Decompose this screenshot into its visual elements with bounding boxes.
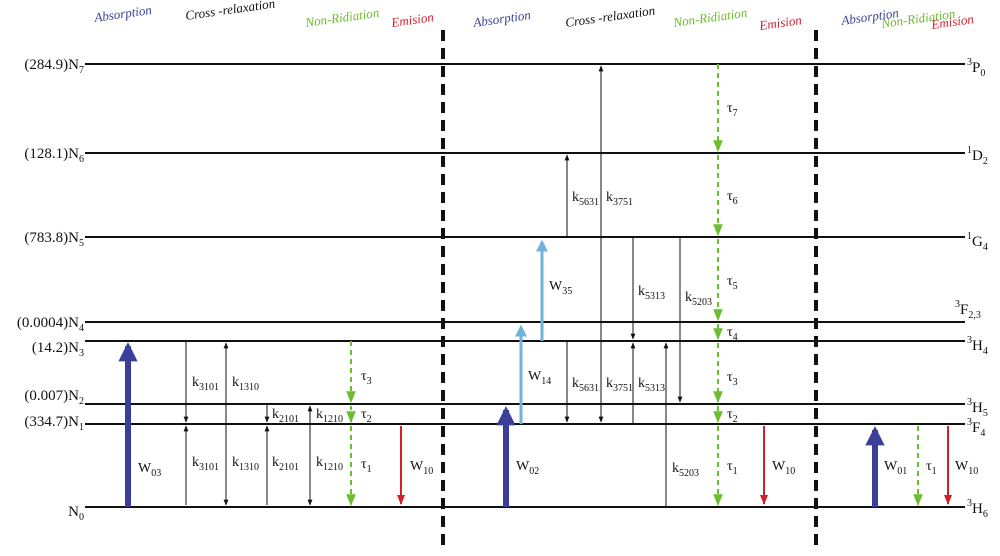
left-label-n4: (0.0004)N4 bbox=[17, 315, 84, 334]
left-level-labels: (284.9)N7 (128.1)N6 (783.8)N5 (0.0004)N4… bbox=[17, 57, 84, 523]
right-label-3h5: 3H5 bbox=[967, 397, 988, 419]
header-absorption-1: Absorption bbox=[92, 2, 152, 25]
label-w01: W01 bbox=[884, 459, 907, 477]
left-label-n2: (0.007)N2 bbox=[24, 388, 84, 407]
right-label-3p0: 3P0 bbox=[967, 57, 985, 79]
left-label-n0: N0 bbox=[68, 504, 84, 523]
label-tau3-p2: τ3 bbox=[727, 370, 738, 388]
label-k5631-lower: k5631 bbox=[572, 376, 599, 394]
left-label-n6: (128.1)N6 bbox=[24, 146, 84, 165]
headers: Absorption Cross -relaxation Non-Ridiati… bbox=[92, 0, 974, 33]
label-w10-p3: W10 bbox=[955, 459, 978, 477]
header-cross-1: Cross -relaxation bbox=[184, 0, 276, 23]
header-nonrad-2: Non-Ridiation bbox=[671, 5, 748, 30]
label-tau1-p2: τ1 bbox=[727, 459, 738, 477]
header-emission-1: Emision bbox=[389, 9, 434, 30]
label-tau5-p2: τ5 bbox=[727, 274, 738, 292]
right-level-labels: 3P0 1D2 1G4 3F2,3 3H4 3H5 3F4 3H6 bbox=[955, 57, 988, 520]
right-label-3h6: 3H6 bbox=[967, 498, 988, 520]
label-tau2-p2: τ2 bbox=[727, 407, 738, 425]
panel-separators bbox=[441, 30, 818, 552]
label-tau1-p3: τ1 bbox=[926, 459, 937, 477]
label-tau4-p2: τ4 bbox=[727, 325, 738, 343]
header-absorption-2: Absorption bbox=[471, 7, 531, 30]
left-label-n3: (14.2)N3 bbox=[32, 340, 84, 359]
label-tau7-p2: τ7 bbox=[727, 101, 738, 119]
right-label-3h4: 3H4 bbox=[967, 335, 988, 357]
label-k3751-upper: k3751 bbox=[606, 190, 633, 208]
label-tau1-p1: τ1 bbox=[361, 457, 372, 475]
label-k5313-lower: k5313 bbox=[638, 376, 665, 394]
label-k5313-upper: k5313 bbox=[638, 284, 665, 302]
right-label-1g4: 1G4 bbox=[967, 231, 988, 253]
label-k1210-lower: k1210 bbox=[316, 455, 343, 473]
label-w35: W35 bbox=[549, 279, 572, 297]
header-nonrad-1: Non-Ridiation bbox=[303, 5, 380, 30]
label-k2101-upper: k2101 bbox=[272, 407, 299, 425]
label-k5203-upper: k5203 bbox=[685, 290, 712, 308]
panel-2: W02 W14 W35 k5631 k5631 k3751 k3751 k531… bbox=[496, 64, 795, 507]
left-label-n5: (783.8)N5 bbox=[24, 230, 84, 249]
label-w03: W03 bbox=[138, 461, 161, 479]
header-emission-3: Emision bbox=[929, 11, 974, 32]
left-label-n7: (284.9)N7 bbox=[24, 57, 84, 76]
label-k3101-upper: k3101 bbox=[192, 375, 219, 393]
label-k1310-lower: k1310 bbox=[232, 455, 259, 473]
label-k2101-lower: k2101 bbox=[272, 455, 299, 473]
label-tau2-p1: τ2 bbox=[361, 407, 372, 425]
label-tau6-p2: τ6 bbox=[727, 189, 738, 207]
label-k5631-upper: k5631 bbox=[572, 190, 599, 208]
label-w14: W14 bbox=[528, 369, 551, 387]
energy-levels bbox=[85, 63, 965, 508]
label-tau3-p1: τ3 bbox=[361, 369, 372, 387]
label-w10-p1: W10 bbox=[410, 459, 433, 477]
right-label-1d2: 1D2 bbox=[967, 145, 988, 167]
label-w02: W02 bbox=[516, 459, 539, 477]
header-cross-2: Cross -relaxation bbox=[564, 3, 656, 30]
label-k1310-upper: k1310 bbox=[232, 375, 259, 393]
label-w10-p2: W10 bbox=[772, 459, 795, 477]
header-emission-2: Emision bbox=[757, 12, 802, 33]
right-label-3f23: 3F2,3 bbox=[955, 299, 981, 321]
right-label-3f4: 3F4 bbox=[967, 417, 985, 439]
panel-3: W01 τ1 W10 bbox=[865, 426, 978, 507]
panel-1: W03 k3101 k3101 k1310 k1310 k2101 k2101 … bbox=[118, 341, 433, 507]
left-label-n1: (334.7)N1 bbox=[24, 414, 84, 433]
label-k1210-upper: k1210 bbox=[316, 407, 343, 425]
label-k3101-lower: k3101 bbox=[192, 455, 219, 473]
label-k5203-lower: k5203 bbox=[672, 461, 699, 479]
label-k3751-lower: k3751 bbox=[606, 376, 633, 394]
